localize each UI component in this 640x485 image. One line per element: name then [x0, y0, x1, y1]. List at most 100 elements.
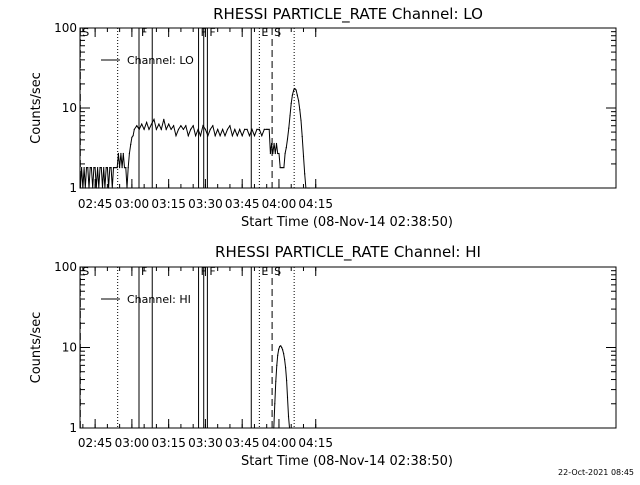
series-line	[79, 87, 310, 189]
data-point	[185, 125, 187, 127]
data-point	[267, 128, 269, 130]
data-point	[279, 167, 281, 169]
data-point	[272, 152, 274, 155]
y-tick-label: 100	[54, 260, 77, 274]
data-point	[298, 100, 300, 102]
data-point	[212, 125, 214, 127]
data-point	[83, 167, 85, 169]
data-point	[282, 349, 284, 351]
data-point	[180, 125, 182, 127]
data-point	[131, 136, 133, 138]
data-point	[109, 167, 111, 169]
data-point	[222, 128, 224, 130]
y-axis-label: Counts/sec	[29, 312, 44, 384]
data-point	[296, 94, 298, 96]
data-point	[207, 135, 209, 137]
data-point	[246, 128, 248, 130]
data-point	[284, 358, 286, 361]
data-point	[79, 187, 81, 189]
x-tick-label: 04:15	[298, 436, 333, 450]
data-point	[236, 135, 238, 137]
data-point	[150, 123, 153, 125]
data-point	[214, 135, 216, 137]
data-point	[125, 167, 127, 169]
data-point	[302, 155, 305, 157]
data-point	[97, 167, 99, 169]
event-label: E	[261, 265, 268, 278]
data-point	[98, 187, 100, 189]
x-tick-label: 02:45	[78, 436, 113, 450]
data-point	[275, 380, 277, 382]
data-point	[277, 152, 279, 155]
data-point	[106, 167, 108, 169]
data-point	[268, 128, 270, 130]
data-point	[88, 187, 90, 189]
data-point	[163, 118, 165, 120]
y-tick-label: 100	[54, 21, 77, 35]
data-point	[90, 167, 92, 169]
x-tick-label: 03:30	[188, 197, 223, 211]
x-tick-label: 04:15	[298, 197, 333, 211]
event-label: S	[274, 265, 281, 278]
y-tick-label: 1	[69, 181, 77, 195]
data-point	[108, 187, 110, 189]
data-point	[258, 128, 260, 130]
data-point	[301, 135, 303, 138]
event-label: F	[141, 26, 147, 39]
data-point	[130, 143, 132, 146]
data-point	[120, 152, 122, 155]
panel-lo: RHESSI PARTICLE_RATE Channel: LO 1 10 100 02…	[29, 5, 617, 230]
data-point	[309, 187, 311, 189]
x-tick-label: 03:00	[115, 436, 150, 450]
data-point	[286, 379, 288, 381]
data-point	[289, 115, 291, 117]
data-point	[114, 167, 116, 169]
data-point	[175, 135, 177, 137]
data-point	[190, 128, 192, 130]
x-tick-label: 03:45	[225, 197, 260, 211]
data-point	[290, 102, 292, 104]
data-point	[253, 135, 256, 137]
x-tick-label: 03:15	[151, 197, 186, 211]
x-tick-label: 04:00	[262, 436, 297, 450]
data-point	[95, 187, 97, 189]
data-point	[187, 135, 189, 137]
data-point	[199, 135, 202, 137]
x-axis-label: Start Time (08-Nov-14 02:38:50)	[241, 454, 453, 469]
y-axis-label: Counts/sec	[29, 72, 44, 144]
data-point	[204, 128, 206, 130]
data-point	[280, 345, 282, 347]
event-label: S	[82, 265, 89, 278]
data-point	[143, 128, 145, 130]
x-tick-label: 03:15	[151, 436, 186, 450]
data-point	[234, 128, 236, 130]
x-tick-label: 03:45	[225, 436, 260, 450]
data-point	[305, 187, 307, 189]
data-point	[110, 167, 112, 169]
plot-frame	[79, 266, 617, 429]
data-point	[138, 128, 140, 130]
data-point	[127, 167, 129, 169]
data-point	[112, 167, 115, 169]
data-point	[304, 173, 306, 175]
data-point	[119, 167, 121, 169]
y-tick-label: 10	[62, 101, 77, 115]
data-point	[276, 364, 278, 366]
data-point	[273, 427, 275, 429]
data-point	[141, 123, 143, 125]
data-point	[294, 88, 296, 90]
data-point	[261, 135, 263, 137]
data-point	[248, 135, 251, 137]
event-label: E	[261, 26, 268, 39]
data-point	[287, 415, 290, 417]
data-point	[274, 403, 276, 405]
series-line	[273, 345, 290, 429]
x-tick-label: 04:00	[262, 197, 297, 211]
x-tick-label: 03:00	[115, 197, 150, 211]
data-point	[173, 125, 175, 127]
data-point	[226, 128, 229, 130]
data-point	[105, 167, 107, 169]
data-point	[155, 128, 157, 130]
data-point	[263, 128, 265, 130]
